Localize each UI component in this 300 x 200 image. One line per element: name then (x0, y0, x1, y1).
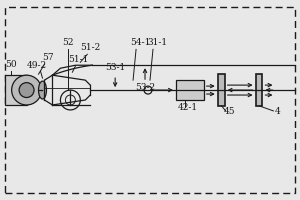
Text: 54-1: 54-1 (130, 38, 150, 47)
Text: 50: 50 (5, 60, 16, 69)
Text: 4: 4 (274, 107, 280, 116)
Bar (218, 74, 225, 106)
Circle shape (12, 75, 41, 105)
Bar (5, 75, 27, 105)
Ellipse shape (38, 81, 46, 99)
Text: 57: 57 (43, 53, 54, 62)
Text: 53-2: 53-2 (135, 83, 155, 92)
Text: 53-1: 53-1 (105, 63, 125, 72)
Circle shape (144, 86, 152, 94)
Bar (176, 80, 204, 100)
Circle shape (60, 90, 80, 110)
Text: 51-2: 51-2 (80, 43, 101, 52)
Text: 49-2: 49-2 (26, 61, 46, 70)
Text: 42-1: 42-1 (178, 103, 198, 112)
Circle shape (19, 83, 34, 98)
Text: 52: 52 (63, 38, 74, 47)
Text: 45: 45 (224, 107, 236, 116)
Text: 31-1: 31-1 (147, 38, 167, 47)
Bar (256, 74, 262, 106)
Circle shape (65, 95, 75, 105)
Text: 51-1: 51-1 (68, 55, 88, 64)
